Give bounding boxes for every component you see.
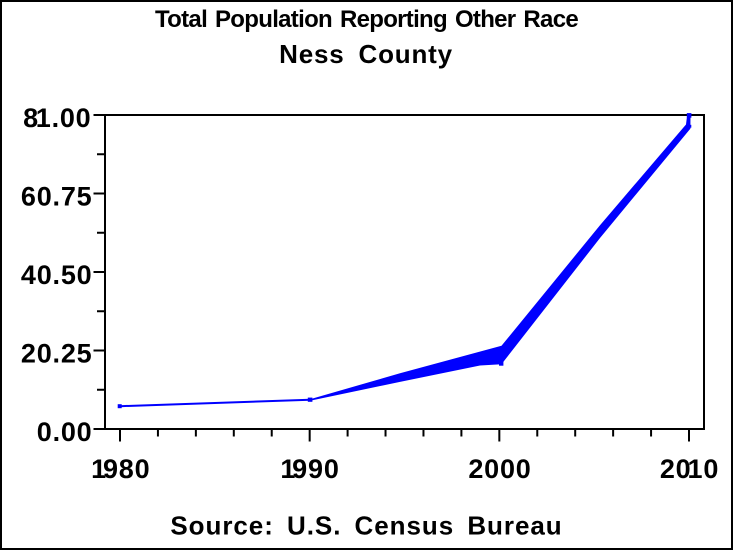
svg-text:0.00: 0.00 <box>37 417 93 447</box>
svg-text:81.00: 81.00 <box>23 103 91 133</box>
svg-text:1990: 1990 <box>280 454 339 484</box>
svg-text:Total Population Reporting Oth: Total Population Reporting Other Race <box>155 6 578 33</box>
svg-text:2010: 2010 <box>660 454 719 484</box>
svg-text:2000: 2000 <box>468 454 531 484</box>
svg-text:1980: 1980 <box>91 454 150 484</box>
svg-text:60.75: 60.75 <box>21 182 93 212</box>
svg-text:40.50: 40.50 <box>21 260 93 290</box>
svg-text:Ness County: Ness County <box>279 39 453 69</box>
svg-text:Source: U.S. Census Bureau: Source: U.S. Census Bureau <box>170 510 562 540</box>
svg-text:20.25: 20.25 <box>21 339 93 369</box>
